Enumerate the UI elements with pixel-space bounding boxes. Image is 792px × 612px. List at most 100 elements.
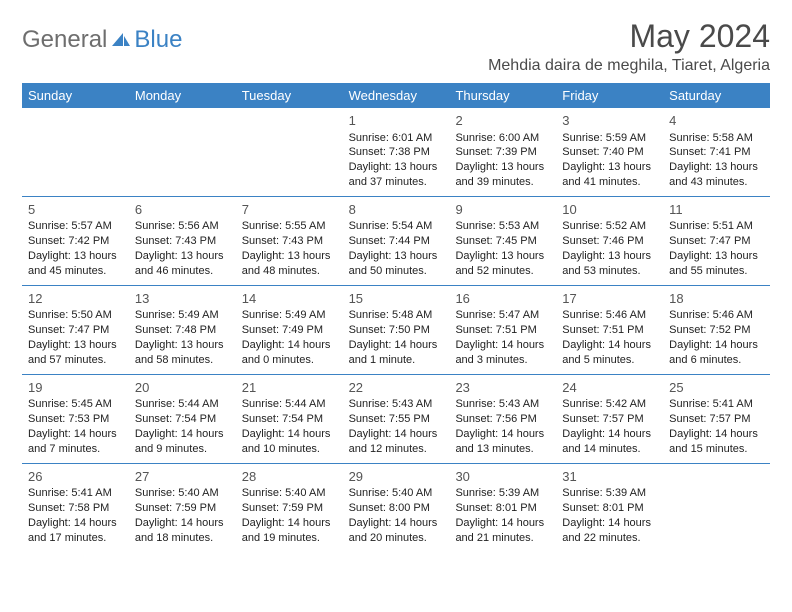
sunset-text: Sunset: 8:01 PM	[562, 501, 657, 516]
daylight-text: Daylight: 14 hours	[562, 516, 657, 531]
day-number: 25	[669, 379, 764, 397]
day-number: 20	[135, 379, 230, 397]
sunset-text: Sunset: 7:42 PM	[28, 234, 123, 249]
sunrise-text: Sunrise: 5:47 AM	[455, 308, 550, 323]
daylight-text: and 13 minutes.	[455, 442, 550, 457]
daylight-text: Daylight: 14 hours	[562, 427, 657, 442]
day-cell: 9Sunrise: 5:53 AMSunset: 7:45 PMDaylight…	[449, 197, 556, 285]
daylight-text: and 9 minutes.	[135, 442, 230, 457]
day-number: 14	[242, 290, 337, 308]
daylight-text: Daylight: 13 hours	[349, 160, 444, 175]
sunset-text: Sunset: 7:50 PM	[349, 323, 444, 338]
day-cell: 25Sunrise: 5:41 AMSunset: 7:57 PMDayligh…	[663, 375, 770, 463]
day-number: 10	[562, 201, 657, 219]
sunset-text: Sunset: 7:52 PM	[669, 323, 764, 338]
daylight-text: and 7 minutes.	[28, 442, 123, 457]
week-row: 26Sunrise: 5:41 AMSunset: 7:58 PMDayligh…	[22, 464, 770, 552]
day-cell: 6Sunrise: 5:56 AMSunset: 7:43 PMDaylight…	[129, 197, 236, 285]
daylight-text: and 37 minutes.	[349, 175, 444, 190]
empty-cell	[236, 108, 343, 196]
sunset-text: Sunset: 7:46 PM	[562, 234, 657, 249]
day-cell: 22Sunrise: 5:43 AMSunset: 7:55 PMDayligh…	[343, 375, 450, 463]
day-number: 26	[28, 468, 123, 486]
day-number: 13	[135, 290, 230, 308]
day-cell: 10Sunrise: 5:52 AMSunset: 7:46 PMDayligh…	[556, 197, 663, 285]
day-number: 4	[669, 112, 764, 130]
daylight-text: and 5 minutes.	[562, 353, 657, 368]
daylight-text: Daylight: 13 hours	[135, 249, 230, 264]
sunset-text: Sunset: 7:40 PM	[562, 145, 657, 160]
brand-sail-icon	[110, 31, 132, 49]
sunrise-text: Sunrise: 5:40 AM	[349, 486, 444, 501]
daylight-text: and 43 minutes.	[669, 175, 764, 190]
sunrise-text: Sunrise: 5:43 AM	[455, 397, 550, 412]
daylight-text: Daylight: 14 hours	[455, 516, 550, 531]
sunset-text: Sunset: 7:44 PM	[349, 234, 444, 249]
sunset-text: Sunset: 7:51 PM	[455, 323, 550, 338]
daylight-text: Daylight: 13 hours	[669, 160, 764, 175]
daylight-text: Daylight: 13 hours	[349, 249, 444, 264]
sunrise-text: Sunrise: 5:44 AM	[135, 397, 230, 412]
daylight-text: and 58 minutes.	[135, 353, 230, 368]
weekday-header: Sunday	[22, 83, 129, 108]
day-number: 9	[455, 201, 550, 219]
day-cell: 21Sunrise: 5:44 AMSunset: 7:54 PMDayligh…	[236, 375, 343, 463]
day-cell: 31Sunrise: 5:39 AMSunset: 8:01 PMDayligh…	[556, 464, 663, 552]
day-cell: 16Sunrise: 5:47 AMSunset: 7:51 PMDayligh…	[449, 286, 556, 374]
day-number: 22	[349, 379, 444, 397]
sunset-text: Sunset: 7:45 PM	[455, 234, 550, 249]
sunset-text: Sunset: 7:57 PM	[562, 412, 657, 427]
page-header: General Blue May 2024 Mehdia daira de me…	[22, 18, 770, 75]
week-row: 1Sunrise: 6:01 AMSunset: 7:38 PMDaylight…	[22, 108, 770, 197]
weekday-header: Wednesday	[343, 83, 450, 108]
day-cell: 17Sunrise: 5:46 AMSunset: 7:51 PMDayligh…	[556, 286, 663, 374]
sunset-text: Sunset: 7:54 PM	[135, 412, 230, 427]
day-cell: 11Sunrise: 5:51 AMSunset: 7:47 PMDayligh…	[663, 197, 770, 285]
day-number: 18	[669, 290, 764, 308]
daylight-text: and 21 minutes.	[455, 531, 550, 546]
daylight-text: Daylight: 13 hours	[28, 249, 123, 264]
day-cell: 12Sunrise: 5:50 AMSunset: 7:47 PMDayligh…	[22, 286, 129, 374]
day-number: 16	[455, 290, 550, 308]
brand-text-2: Blue	[134, 26, 182, 54]
sunset-text: Sunset: 7:58 PM	[28, 501, 123, 516]
brand-logo: General Blue	[22, 18, 182, 54]
daylight-text: Daylight: 14 hours	[669, 338, 764, 353]
day-cell: 29Sunrise: 5:40 AMSunset: 8:00 PMDayligh…	[343, 464, 450, 552]
sunrise-text: Sunrise: 5:42 AM	[562, 397, 657, 412]
daylight-text: Daylight: 14 hours	[135, 516, 230, 531]
day-number: 7	[242, 201, 337, 219]
sunrise-text: Sunrise: 5:51 AM	[669, 219, 764, 234]
sunrise-text: Sunrise: 5:54 AM	[349, 219, 444, 234]
sunset-text: Sunset: 7:55 PM	[349, 412, 444, 427]
location-subtitle: Mehdia daira de meghila, Tiaret, Algeria	[488, 57, 770, 75]
sunrise-text: Sunrise: 5:40 AM	[242, 486, 337, 501]
day-cell: 13Sunrise: 5:49 AMSunset: 7:48 PMDayligh…	[129, 286, 236, 374]
week-row: 19Sunrise: 5:45 AMSunset: 7:53 PMDayligh…	[22, 375, 770, 464]
day-number: 21	[242, 379, 337, 397]
daylight-text: Daylight: 14 hours	[242, 516, 337, 531]
sunset-text: Sunset: 7:47 PM	[28, 323, 123, 338]
daylight-text: Daylight: 13 hours	[242, 249, 337, 264]
sunrise-text: Sunrise: 5:53 AM	[455, 219, 550, 234]
daylight-text: Daylight: 13 hours	[669, 249, 764, 264]
empty-cell	[22, 108, 129, 196]
sunrise-text: Sunrise: 5:40 AM	[135, 486, 230, 501]
sunset-text: Sunset: 8:00 PM	[349, 501, 444, 516]
day-number: 19	[28, 379, 123, 397]
sunset-text: Sunset: 7:49 PM	[242, 323, 337, 338]
sunrise-text: Sunrise: 5:58 AM	[669, 131, 764, 146]
daylight-text: Daylight: 14 hours	[669, 427, 764, 442]
day-number: 27	[135, 468, 230, 486]
day-number: 30	[455, 468, 550, 486]
daylight-text: and 22 minutes.	[562, 531, 657, 546]
sunset-text: Sunset: 7:41 PM	[669, 145, 764, 160]
day-number: 28	[242, 468, 337, 486]
sunset-text: Sunset: 7:59 PM	[242, 501, 337, 516]
daylight-text: and 55 minutes.	[669, 264, 764, 279]
sunset-text: Sunset: 7:39 PM	[455, 145, 550, 160]
sunset-text: Sunset: 7:47 PM	[669, 234, 764, 249]
day-cell: 24Sunrise: 5:42 AMSunset: 7:57 PMDayligh…	[556, 375, 663, 463]
sunrise-text: Sunrise: 5:55 AM	[242, 219, 337, 234]
weeks-container: 1Sunrise: 6:01 AMSunset: 7:38 PMDaylight…	[22, 108, 770, 552]
